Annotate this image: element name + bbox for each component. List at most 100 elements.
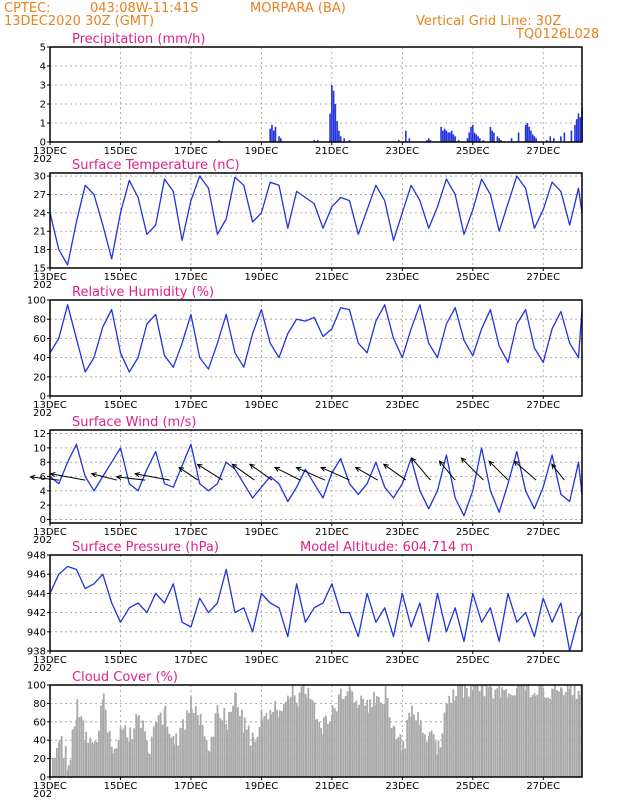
wind-arrow-head xyxy=(248,463,255,469)
precip-bar xyxy=(427,138,430,142)
cloud-bar xyxy=(305,697,308,777)
cloud-bar xyxy=(349,689,352,777)
header-run: 13DEC2020 30Z (GMT) xyxy=(4,14,154,29)
cloud-bar xyxy=(80,716,83,777)
wind-arrow-head xyxy=(410,457,417,463)
precip-ytick-label: 5 xyxy=(40,43,46,54)
cloud-bar xyxy=(115,748,118,777)
cloud-bar xyxy=(108,730,111,777)
precip-bar xyxy=(269,128,271,142)
press-panel: 938 940 942 944 946 948 13DEC 15DEC 17DEC 19DEC 21… xyxy=(27,540,583,674)
cloud-bar xyxy=(168,733,171,777)
cloud-bar xyxy=(54,757,56,777)
wind-panel: 0 2 4 6 8 10 12 13DEC 15DEC 17DEC 19DEC 21DEC 23DEC 2… xyxy=(29,415,583,546)
cloud-bar xyxy=(252,737,255,777)
cloud-bar xyxy=(133,728,136,777)
wind-xtick-label: 23DEC xyxy=(385,527,419,538)
wind-xtick-label: 17DEC xyxy=(174,527,208,538)
rh-frame xyxy=(49,299,583,397)
precip-bar xyxy=(491,130,493,142)
model-altitude-note: Model Altitude: 604.714 m xyxy=(300,540,473,555)
wind-arrow-head xyxy=(134,471,141,478)
cloud-bar xyxy=(152,726,155,777)
cloud-bar xyxy=(199,713,202,777)
cloud-bar xyxy=(219,718,222,777)
cloud-bar xyxy=(362,698,365,777)
precip-bar xyxy=(278,136,280,142)
cloud-bar xyxy=(265,712,268,777)
press-ytick-label: 942 xyxy=(27,608,46,619)
cloud-bar xyxy=(562,695,565,777)
cloud-bar xyxy=(302,685,305,777)
cloud-bar xyxy=(276,709,278,777)
cloud-bar xyxy=(545,697,548,777)
cloud-bar xyxy=(179,727,182,777)
cloud-bar xyxy=(483,696,486,777)
precip-bar xyxy=(560,136,562,142)
cloud-bar xyxy=(461,685,463,777)
precip-bar xyxy=(489,126,492,142)
cloud-bar xyxy=(425,741,428,777)
wind-arrow xyxy=(116,476,146,481)
cloud-bar xyxy=(472,685,475,777)
precip-bar xyxy=(500,140,502,142)
cloud-bar xyxy=(309,698,312,777)
wind-arrow xyxy=(50,473,86,481)
press-xtick-label: 19DEC xyxy=(245,655,279,666)
wind-arrow-head xyxy=(551,463,557,470)
precip-bar xyxy=(570,130,573,142)
cloud-bar xyxy=(448,695,451,777)
cloud-bar xyxy=(175,733,178,777)
precip-bar xyxy=(549,136,552,142)
cloud-bar xyxy=(267,719,270,777)
cloud-bar xyxy=(417,711,419,777)
precip-bar xyxy=(477,136,479,142)
cloud-bar xyxy=(157,715,160,777)
cloud-bar xyxy=(190,709,193,777)
cloud-bar xyxy=(323,717,325,777)
cloud-bar xyxy=(547,697,550,777)
cloud-bar xyxy=(283,703,285,777)
cloud-bar xyxy=(78,717,81,777)
cloud-bar xyxy=(85,731,88,777)
cloud-bar xyxy=(293,695,296,777)
temp-xtick-label: 25DEC xyxy=(456,272,490,283)
cloud-bar xyxy=(516,685,519,777)
header-grid-note: Vertical Grid Line: 30Z xyxy=(416,14,561,29)
precip-bar xyxy=(445,130,448,142)
cloud-bar xyxy=(122,728,125,777)
cloud-bar xyxy=(560,688,563,777)
cloud-bar xyxy=(329,721,331,777)
cloud-bar xyxy=(432,734,435,777)
precip-bar xyxy=(449,132,451,142)
precip-bar xyxy=(450,130,453,142)
cloud-bar xyxy=(111,753,114,777)
cloud-bar xyxy=(263,716,266,777)
cloud-bar xyxy=(575,698,578,777)
cloud-bar xyxy=(485,685,488,777)
precip-bar xyxy=(475,134,478,142)
cloud-bar xyxy=(452,689,455,777)
rh-panel: 0 20 40 60 80 100 13DEC 15DEC 17DEC 19DEC 21DEC 23D… xyxy=(27,285,583,419)
precip-bar xyxy=(577,113,580,142)
cloud-bar xyxy=(87,742,90,777)
wind-arrow xyxy=(355,467,378,481)
cloud-bar xyxy=(419,720,422,777)
rh-ytick-label: 20 xyxy=(33,372,46,383)
temp-xtick-label: 17DEC xyxy=(174,272,208,283)
cloud-bar xyxy=(463,685,466,777)
cloud-bar xyxy=(573,685,576,777)
cloud-bar xyxy=(554,685,556,777)
cloud-bar xyxy=(217,713,220,777)
precip-bar xyxy=(493,132,495,142)
press-ytick-label: 944 xyxy=(27,589,46,600)
cloud-title: Cloud Cover (%) xyxy=(72,670,178,685)
cloud-bar xyxy=(337,694,340,777)
temp-xtick-label: 13DEC xyxy=(33,272,67,283)
temp-frame xyxy=(49,172,583,269)
wind-arrow xyxy=(135,473,170,481)
precip-bar xyxy=(524,124,527,142)
cloud-bar xyxy=(490,687,493,777)
cloud-bar xyxy=(375,695,378,777)
cloud-bar xyxy=(434,741,437,777)
